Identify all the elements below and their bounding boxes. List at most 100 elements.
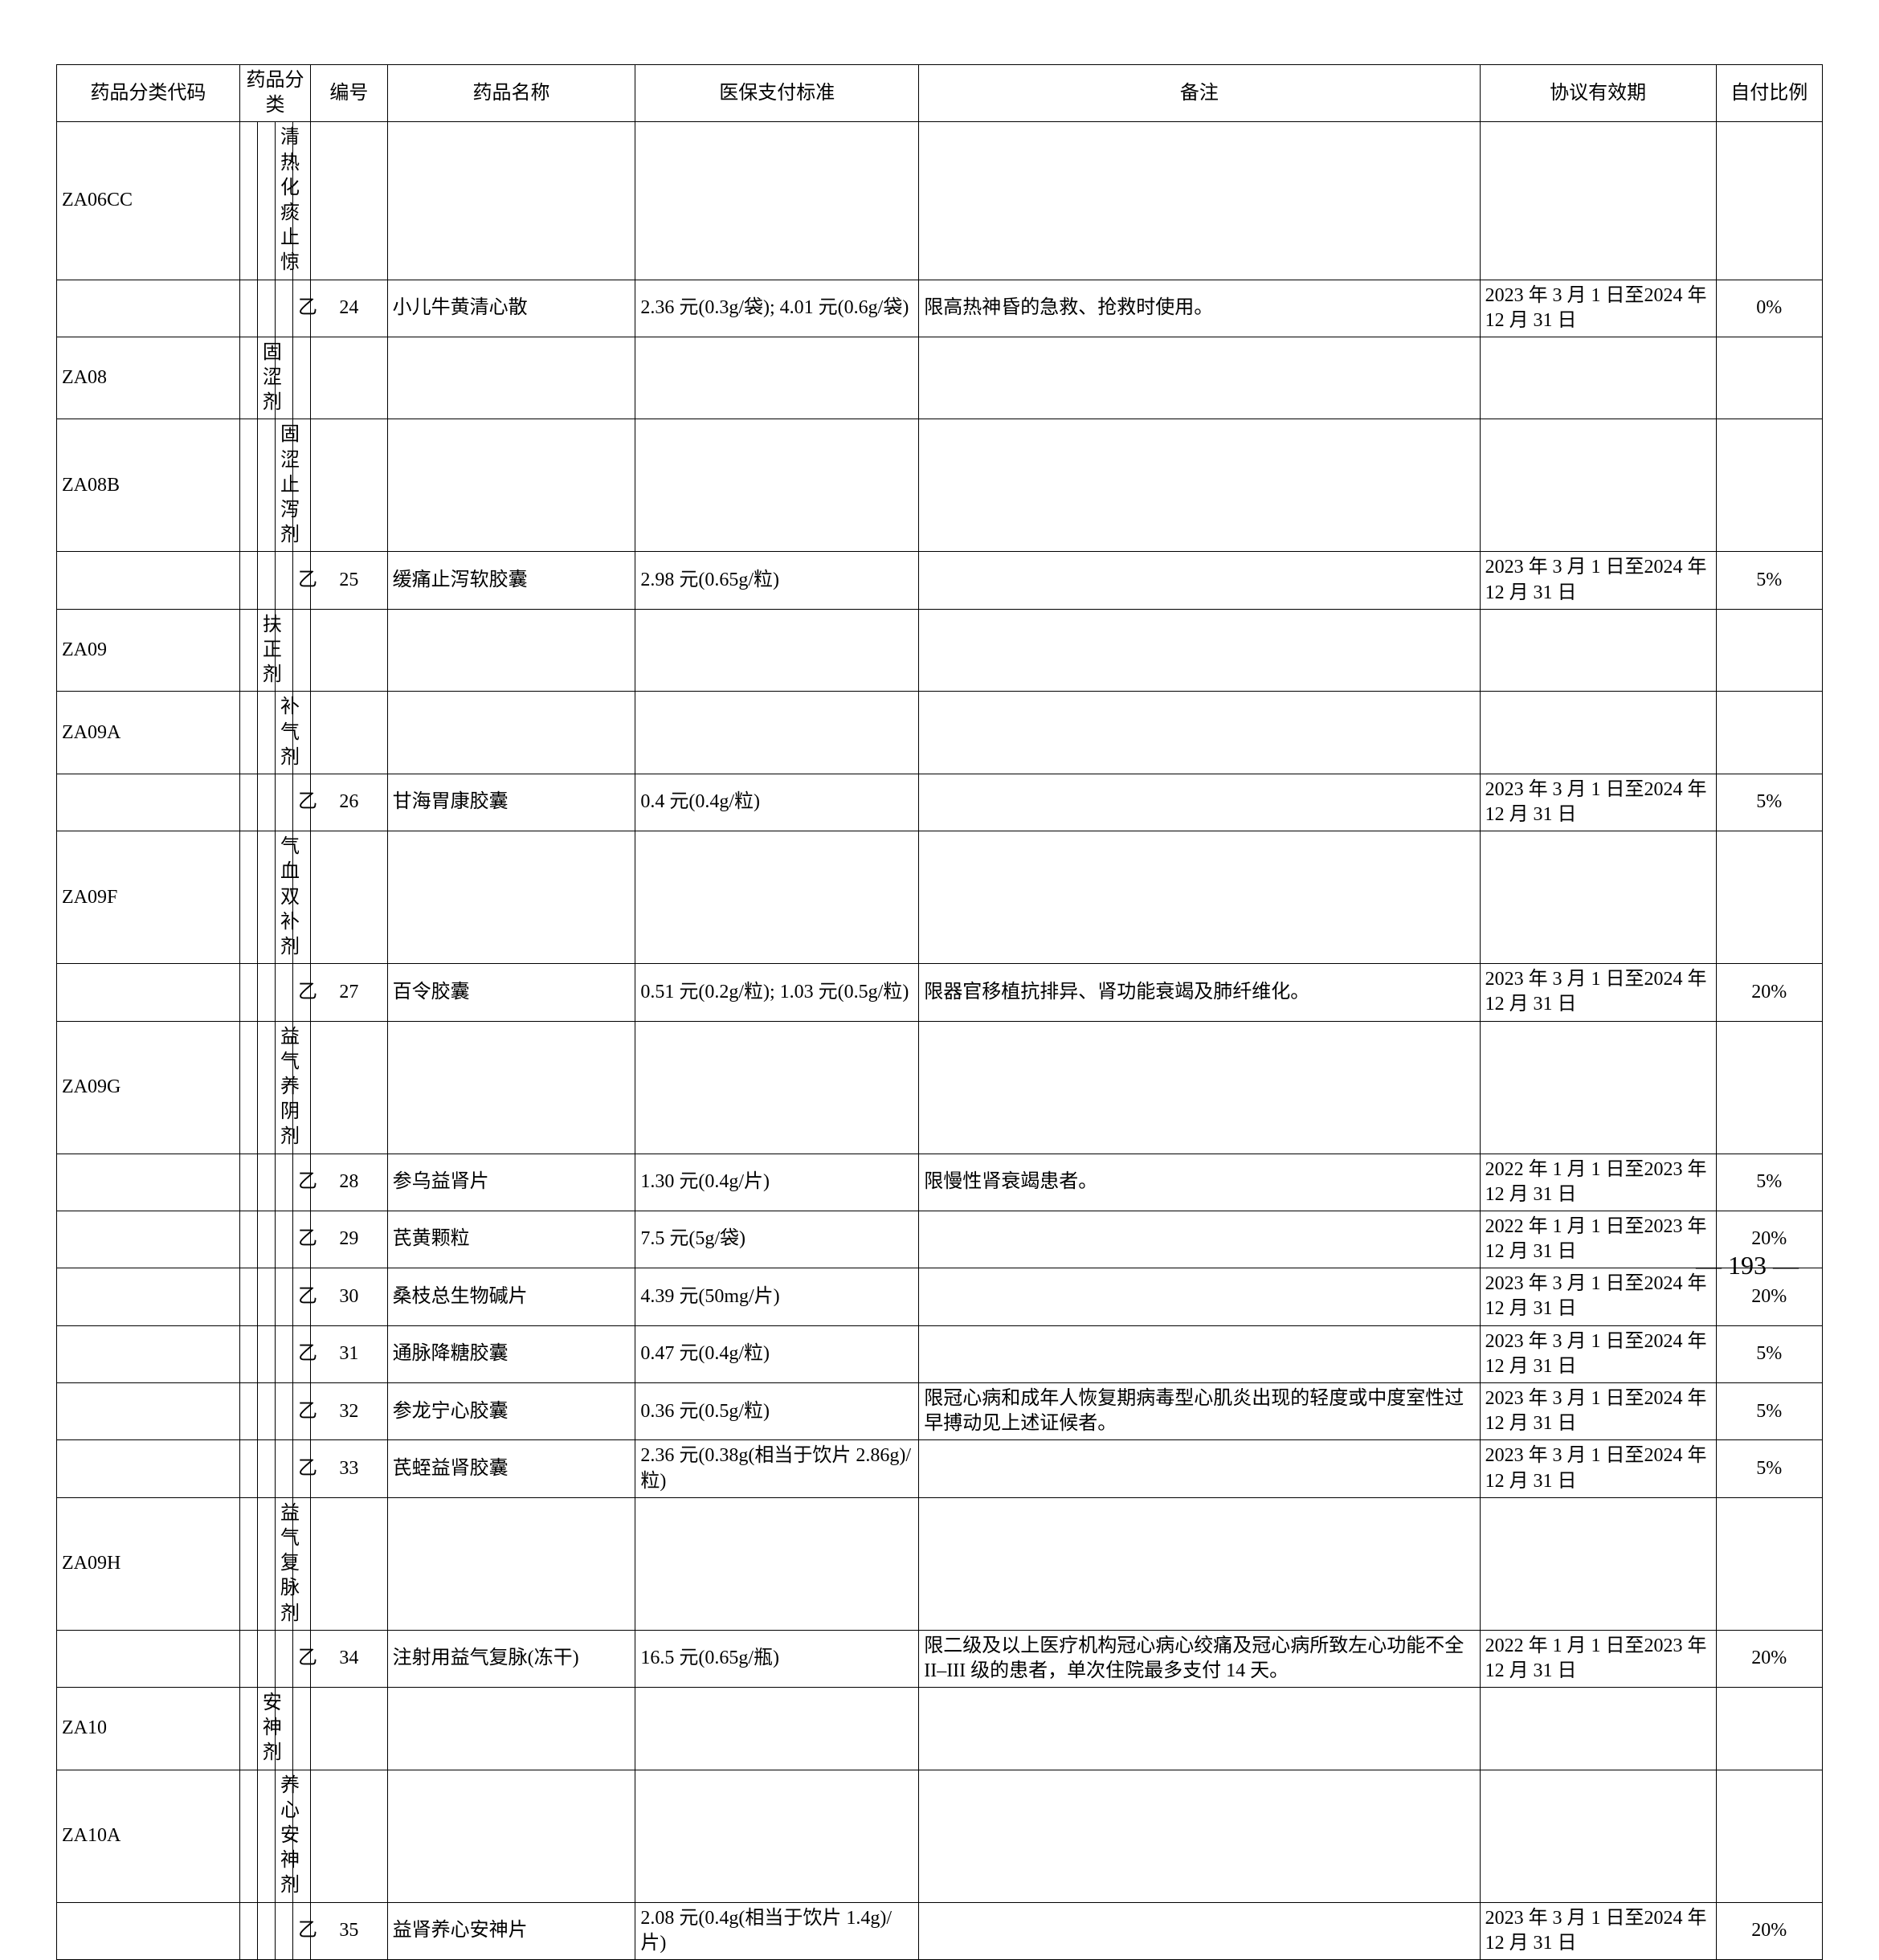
cell — [387, 122, 635, 280]
cell — [387, 1021, 635, 1154]
cell — [239, 1021, 257, 1154]
cell — [635, 1688, 919, 1770]
cell: ZA09A — [57, 692, 240, 774]
cell — [387, 337, 635, 419]
cell — [239, 1268, 257, 1325]
cell — [239, 831, 257, 964]
cell: 5% — [1716, 1325, 1822, 1382]
cell — [239, 1211, 257, 1268]
cell — [275, 774, 292, 831]
cell: 限二级及以上医疗机构冠心病心绞痛及冠心病所致左心功能不全 II–III 级的患者… — [919, 1630, 1480, 1687]
cell: ZA09F — [57, 831, 240, 964]
table-row: 乙31通脉降糖胶囊0.47 元(0.4g/粒)2023 年 3 月 1 日至20… — [57, 1325, 1823, 1382]
cell — [919, 1021, 1480, 1154]
cell: 缓痛止泻软胶囊 — [387, 552, 635, 609]
table-row: 乙33芪蛭益肾胶囊2.36 元(0.38g(相当于饮片 2.86g)/粒)202… — [57, 1440, 1823, 1497]
cell — [275, 280, 292, 337]
cell — [635, 1770, 919, 1902]
header-note: 备注 — [919, 65, 1480, 122]
cell — [919, 337, 1480, 419]
cell: 5% — [1716, 1154, 1822, 1211]
cell — [239, 1325, 257, 1382]
table-row: 乙29芪黄颗粒7.5 元(5g/袋)2022 年 1 月 1 日至2023 年 … — [57, 1211, 1823, 1268]
cell — [311, 1497, 388, 1630]
cell — [275, 1630, 292, 1687]
cell: ZA10 — [57, 1688, 240, 1770]
cell — [1480, 609, 1716, 692]
cell — [57, 1383, 240, 1440]
cell: 0.36 元(0.5g/粒) — [635, 1383, 919, 1440]
cell — [257, 122, 275, 280]
table-row: ZA09H益气复脉剂 — [57, 1497, 1823, 1630]
cell — [919, 1211, 1480, 1268]
cell — [257, 1268, 275, 1325]
cell — [1716, 692, 1822, 774]
cell — [1716, 1021, 1822, 1154]
cell — [275, 1440, 292, 1497]
cell — [919, 552, 1480, 609]
cell — [387, 1770, 635, 1902]
cell — [919, 831, 1480, 964]
cell: 注射用益气复脉(冻干) — [387, 1630, 635, 1687]
cell — [1716, 122, 1822, 280]
cell — [311, 122, 388, 280]
cell — [387, 419, 635, 552]
cell — [57, 964, 240, 1021]
cell — [1716, 1770, 1822, 1902]
cell — [1480, 1688, 1716, 1770]
cell: 35 — [311, 1902, 388, 1959]
cell — [57, 552, 240, 609]
cell — [919, 774, 1480, 831]
cell — [919, 419, 1480, 552]
cell: 固涩剂 — [257, 337, 275, 419]
cell: 2022 年 1 月 1 日至2023 年 12 月 31 日 — [1480, 1630, 1716, 1687]
cell — [275, 1902, 292, 1959]
cell — [239, 1770, 257, 1902]
cell — [293, 609, 311, 692]
cell: 26 — [311, 774, 388, 831]
cell — [1480, 337, 1716, 419]
cell: 20% — [1716, 1630, 1822, 1687]
cell — [257, 1154, 275, 1211]
header-standard: 医保支付标准 — [635, 65, 919, 122]
table-row: ZA08固涩剂 — [57, 337, 1823, 419]
table-row: 乙35益肾养心安神片2.08 元(0.4g(相当于饮片 1.4g)/片)2023… — [57, 1902, 1823, 1959]
cell: 益气养阴剂 — [275, 1021, 292, 1154]
cell: 参龙宁心胶囊 — [387, 1383, 635, 1440]
cell: 补气剂 — [275, 692, 292, 774]
cell: 乙 — [293, 1211, 311, 1268]
cell: 乙 — [293, 1383, 311, 1440]
cell — [239, 1902, 257, 1959]
cell — [1480, 1497, 1716, 1630]
cell — [239, 692, 257, 774]
cell: 2023 年 3 月 1 日至2024 年 12 月 31 日 — [1480, 1325, 1716, 1382]
cell — [919, 1268, 1480, 1325]
table-row: 乙28参乌益肾片1.30 元(0.4g/片)限慢性肾衰竭患者。2022 年 1 … — [57, 1154, 1823, 1211]
page-number: — 193 — — [1696, 1251, 1799, 1280]
cell — [1480, 419, 1716, 552]
cell — [919, 1497, 1480, 1630]
cell: 气血双补剂 — [275, 831, 292, 964]
table-row: ZA09G益气养阴剂 — [57, 1021, 1823, 1154]
cell — [311, 419, 388, 552]
cell: 33 — [311, 1440, 388, 1497]
table-row: ZA09扶正剂 — [57, 609, 1823, 692]
cell — [257, 1325, 275, 1382]
cell: 益气复脉剂 — [275, 1497, 292, 1630]
table-row: 乙30桑枝总生物碱片4.39 元(50mg/片)2023 年 3 月 1 日至2… — [57, 1268, 1823, 1325]
cell: 乙 — [293, 280, 311, 337]
cell: 0.47 元(0.4g/粒) — [635, 1325, 919, 1382]
cell — [239, 419, 257, 552]
cell — [275, 1154, 292, 1211]
cell — [919, 1325, 1480, 1382]
cell — [275, 552, 292, 609]
table-row: 乙24小儿牛黄清心散2.36 元(0.3g/袋); 4.01 元(0.6g/袋)… — [57, 280, 1823, 337]
cell: 乙 — [293, 1902, 311, 1959]
cell — [57, 1440, 240, 1497]
cell — [919, 122, 1480, 280]
cell — [919, 692, 1480, 774]
cell: 小儿牛黄清心散 — [387, 280, 635, 337]
cell — [1480, 1021, 1716, 1154]
cell — [311, 1688, 388, 1770]
cell: 24 — [311, 280, 388, 337]
